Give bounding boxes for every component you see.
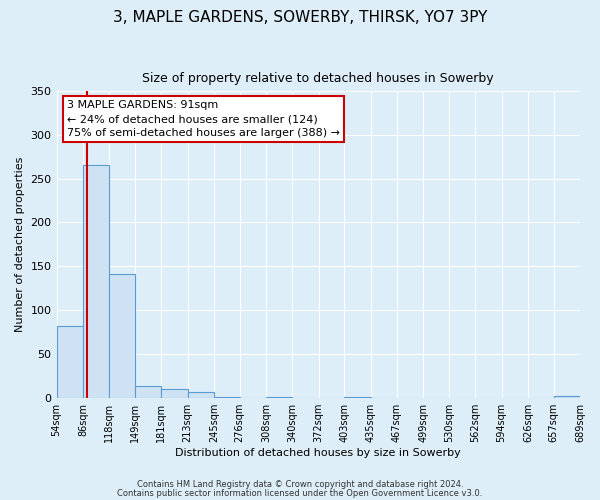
Text: 3, MAPLE GARDENS, SOWERBY, THIRSK, YO7 3PY: 3, MAPLE GARDENS, SOWERBY, THIRSK, YO7 3… (113, 10, 487, 25)
Text: Contains public sector information licensed under the Open Government Licence v3: Contains public sector information licen… (118, 490, 482, 498)
X-axis label: Distribution of detached houses by size in Sowerby: Distribution of detached houses by size … (175, 448, 461, 458)
Title: Size of property relative to detached houses in Sowerby: Size of property relative to detached ho… (142, 72, 494, 86)
Bar (554, 396, 580, 398)
Text: 3 MAPLE GARDENS: 91sqm
← 24% of detached houses are smaller (124)
75% of semi-de: 3 MAPLE GARDENS: 91sqm ← 24% of detached… (67, 100, 340, 138)
Bar (188, 392, 214, 398)
Bar (161, 389, 188, 398)
Bar (109, 274, 135, 398)
Y-axis label: Number of detached properties: Number of detached properties (15, 156, 25, 332)
Bar (266, 397, 292, 398)
Bar (135, 386, 161, 398)
Text: Contains HM Land Registry data © Crown copyright and database right 2024.: Contains HM Land Registry data © Crown c… (137, 480, 463, 489)
Bar (83, 166, 109, 398)
Bar (344, 397, 371, 398)
Bar (56, 326, 83, 398)
Bar (214, 397, 239, 398)
